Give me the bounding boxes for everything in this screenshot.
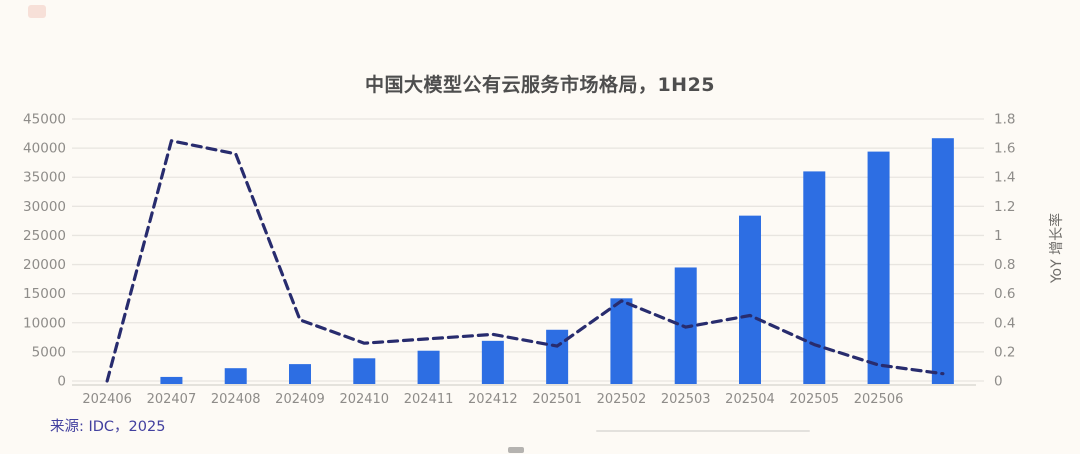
x-axis-tick-label: 202504 [725,392,775,407]
bar-202505 [803,171,826,384]
bar-202412 [481,340,504,384]
left-axis-tick-label: 25000 [23,228,66,244]
bottom-scroll-handle [508,447,524,453]
x-axis-tick-label: 202410 [339,392,389,407]
right-axis-tick-label: 0.8 [994,257,1015,273]
source-note: 来源: IDC，2025 [50,419,166,435]
right-axis-tick-label: 0.6 [994,286,1015,302]
bar-last [931,138,954,384]
right-axis-tick-label: 0.2 [994,344,1015,360]
chart-title: 中国大模型公有云服务市场格局，1H25 [364,74,716,96]
x-axis-tick-label: 202502 [597,392,647,407]
bottom-divider-line [596,430,810,432]
x-axis-tick-label: 202408 [211,392,261,407]
bar-202410 [353,358,376,384]
left-axis-tick-label: 30000 [23,199,66,215]
x-axis-tick-label: 202503 [661,392,711,407]
right-axis-tick-label: 1.2 [994,199,1015,215]
left-axis-tick-label: 5000 [32,344,66,360]
x-axis-tick-label: 202407 [147,392,197,407]
left-axis-tick-label: 10000 [23,315,66,331]
right-axis-tick-label: 1.4 [994,170,1015,186]
bar-202407 [160,376,183,384]
left-axis-tick-label: 20000 [23,257,66,273]
x-axis-tick-label: 202406 [82,392,132,407]
left-axis-tick-label: 0 [57,374,66,390]
bar-202411 [417,350,440,384]
x-axis-tick-label: 202501 [532,392,582,407]
x-axis-tick-label: 202412 [468,392,518,407]
right-axis-tick-label: 1 [994,228,1003,244]
bar-202504 [739,215,761,384]
bar-202506 [867,151,890,384]
x-axis-tick-label: 202506 [854,392,904,407]
right-axis-tick-label: 0 [994,374,1003,390]
bar-202501 [546,329,569,384]
left-axis-tick-label: 35000 [23,170,66,186]
bar-202502 [610,298,633,384]
x-axis-tick-label: 202411 [404,392,454,407]
x-axis-tick-label: 202505 [789,392,839,407]
yoy-line [105,139,945,383]
right-axis-tick-label: 1.8 [994,112,1015,128]
right-axis-tick-label: 0.4 [994,315,1015,331]
left-axis-tick-label: 45000 [23,112,66,128]
bar-202409 [289,364,311,384]
x-axis-tick-label: 202409 [275,392,325,407]
right-axis-title: YoY 增长率 [1049,212,1065,284]
left-axis-tick-label: 40000 [23,141,66,157]
left-axis-tick-label: 15000 [23,286,66,302]
bar-202408 [224,368,247,384]
right-axis-tick-label: 1.6 [994,141,1015,157]
red-watermark-mark [28,5,46,18]
